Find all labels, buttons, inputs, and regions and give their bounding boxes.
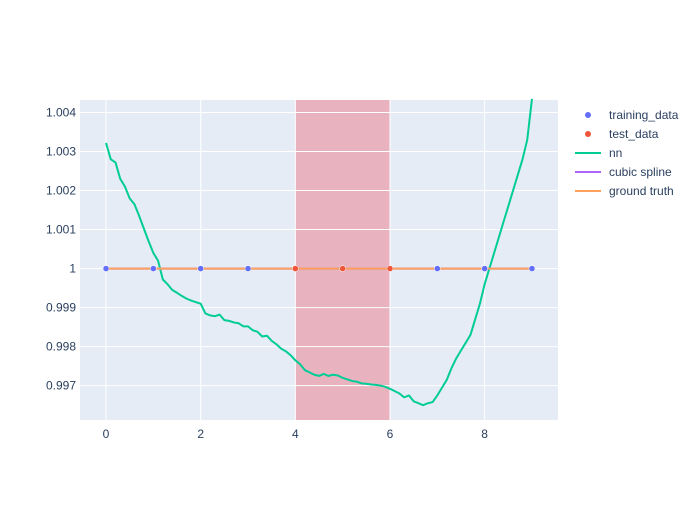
x-tick-label: 6 bbox=[387, 427, 394, 441]
legend-label: training_data bbox=[609, 108, 679, 122]
test-data-point bbox=[339, 265, 346, 272]
legend-item-training-data[interactable]: training_data bbox=[585, 108, 679, 122]
y-tick-label: 0.999 bbox=[46, 301, 76, 315]
y-tick-label: 0.998 bbox=[46, 340, 76, 354]
training-data-point bbox=[197, 265, 204, 272]
y-tick-label: 1.001 bbox=[46, 223, 76, 237]
test-data-point bbox=[386, 265, 394, 272]
y-axis-ticks: 0.997 0.998 0.999 1 1.001 1.002 1.003 1.004 bbox=[46, 105, 76, 392]
y-tick-label: 1.002 bbox=[46, 184, 76, 198]
training-data-point bbox=[434, 265, 441, 272]
legend-item-nn[interactable]: nn bbox=[575, 146, 622, 160]
x-axis-ticks: 0 2 4 6 8 bbox=[103, 427, 489, 441]
legend-item-ground-truth[interactable]: ground truth bbox=[575, 184, 674, 198]
legend-item-test-data[interactable]: test_data bbox=[585, 127, 659, 141]
legend-marker bbox=[585, 112, 591, 118]
series-layer bbox=[102, 98, 536, 407]
legend-marker bbox=[585, 131, 591, 137]
test-data-point bbox=[292, 265, 299, 272]
training-data-point bbox=[150, 265, 157, 272]
legend-label: test_data bbox=[609, 127, 659, 141]
test-region-shade bbox=[295, 100, 390, 420]
x-tick-label: 8 bbox=[481, 427, 488, 441]
y-tick-label: 0.997 bbox=[46, 379, 76, 393]
legend-item-cubic-spline[interactable]: cubic spline bbox=[575, 165, 672, 179]
x-tick-label: 4 bbox=[292, 427, 299, 441]
y-tick-label: 1 bbox=[69, 262, 76, 276]
x-tick-label: 0 bbox=[103, 427, 110, 441]
training-data-point bbox=[244, 265, 252, 272]
legend-label: cubic spline bbox=[609, 165, 672, 179]
legend-label: ground truth bbox=[609, 184, 674, 198]
training-data-point bbox=[528, 265, 536, 272]
nn-line bbox=[105, 98, 533, 407]
y-tick-label: 1.004 bbox=[46, 105, 76, 119]
shaded-region-layer bbox=[295, 100, 390, 420]
training-data-point bbox=[102, 265, 110, 272]
legend-label: nn bbox=[609, 146, 622, 160]
training-data-point bbox=[481, 265, 488, 272]
x-tick-label: 2 bbox=[197, 427, 204, 441]
y-tick-label: 1.003 bbox=[46, 145, 76, 159]
